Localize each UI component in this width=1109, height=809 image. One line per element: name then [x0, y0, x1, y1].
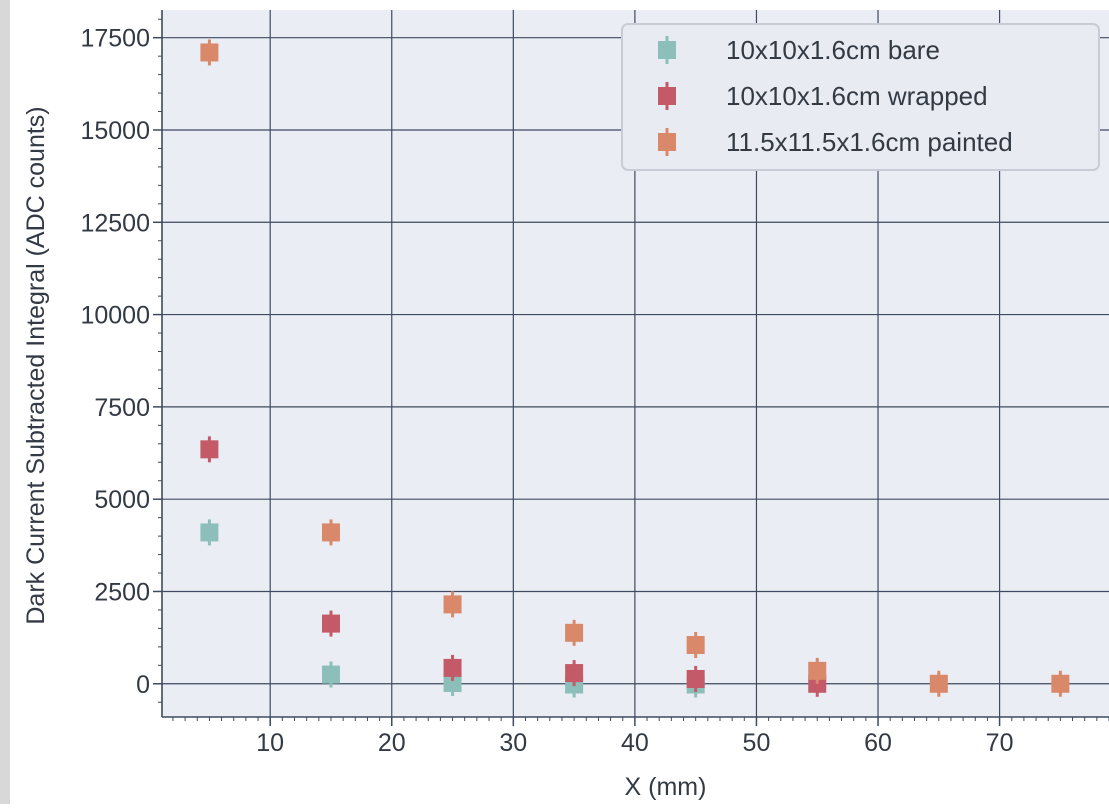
y-tick-label: 17500: [80, 25, 150, 53]
y-tick-label: 5000: [94, 486, 150, 514]
data-point: [200, 523, 219, 542]
series-2: [200, 436, 827, 697]
legend-marker: [658, 87, 676, 105]
data-point: [200, 43, 219, 62]
data-point: [1051, 674, 1070, 693]
x-tick-label: 50: [743, 729, 771, 757]
data-point: [565, 664, 584, 683]
data-points: [200, 39, 1070, 698]
y-tick-label: 12500: [80, 209, 150, 237]
left-edge-strip: [0, 0, 10, 804]
x-tick-label: 70: [986, 729, 1014, 757]
data-point: [443, 674, 462, 693]
legend: 10x10x1.6cm bare 10x10x1.6cm wrapped 11.5x…: [621, 23, 1100, 171]
y-tick-label: 10000: [80, 302, 150, 330]
legend-marker: [658, 133, 676, 151]
x-tick-label: 40: [621, 729, 649, 757]
data-point: [443, 595, 462, 614]
data-point: [321, 665, 340, 684]
legend-marker: [658, 41, 676, 59]
y-axis-title: Dark Current Subtracted Integral (ADC co…: [22, 106, 50, 624]
tick-marks: [153, 18, 1109, 726]
x-tick-label: 20: [378, 729, 406, 757]
x-tick-label: 30: [499, 729, 527, 757]
data-point: [321, 523, 340, 542]
x-axis-title: X (mm): [625, 773, 707, 801]
data-point: [929, 674, 948, 693]
tick-labels: 10 20 30 40 50 60 70 0 2500 5000 7500 10000 12500 150…: [80, 25, 1013, 757]
series-3: [200, 39, 1070, 697]
data-point: [808, 661, 827, 680]
data-point: [565, 623, 584, 642]
y-tick-label: 15000: [80, 117, 150, 145]
legend-label: 10x10x1.6cm bare: [726, 35, 940, 65]
data-point: [200, 440, 219, 459]
data-point: [443, 658, 462, 677]
x-tick-label: 10: [256, 729, 284, 757]
data-point: [321, 614, 340, 633]
y-tick-label: 7500: [94, 394, 150, 422]
x-tick-label: 60: [864, 729, 892, 757]
data-point: [686, 669, 705, 688]
data-point: [686, 636, 705, 655]
y-tick-label: 0: [136, 671, 150, 699]
legend-box: [621, 23, 1100, 171]
legend-label: 11.5x11.5x1.6cm painted: [726, 127, 1013, 157]
legend-label: 10x10x1.6cm wrapped: [726, 81, 988, 111]
y-tick-label: 2500: [94, 578, 150, 606]
